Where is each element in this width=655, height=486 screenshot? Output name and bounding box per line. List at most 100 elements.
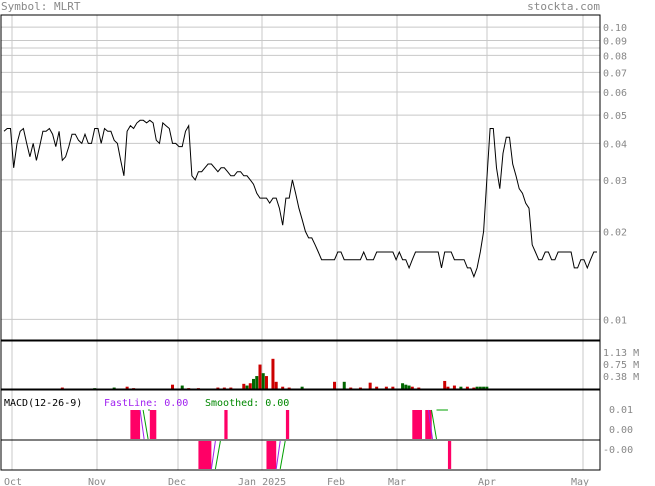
volume-bar <box>417 387 421 389</box>
macd-title: MACD(12-26-9) <box>4 398 82 409</box>
macd-fastline <box>210 440 216 470</box>
volume-bar <box>482 386 486 389</box>
macd-histogram-block <box>224 410 228 439</box>
site-label: stockta.com <box>527 0 600 13</box>
price-tick-label: 0.06 <box>603 88 627 99</box>
price-tick-label: 0.09 <box>603 36 627 47</box>
volume-bar <box>245 385 249 389</box>
macd-histogram-block <box>198 441 212 469</box>
x-tick-label: Oct <box>4 477 22 486</box>
volume-bar <box>258 364 262 389</box>
volume-bar <box>349 387 353 389</box>
volume-bar <box>452 385 456 389</box>
volume-bar <box>242 383 246 389</box>
volume-bar <box>287 387 291 389</box>
volume-bar <box>222 387 226 389</box>
volume-bar <box>478 386 482 389</box>
volume-bar <box>391 386 395 389</box>
volume-bar <box>342 381 346 389</box>
price-line <box>3 119 597 279</box>
volume-bar <box>252 378 256 389</box>
volume-bar <box>271 358 275 389</box>
volume-bar <box>333 381 337 389</box>
volume-bar <box>407 385 411 389</box>
x-tick-label: Jan 2025 <box>238 477 286 486</box>
volume-bar <box>410 386 414 389</box>
panel-frames <box>0 14 601 471</box>
macd-frame <box>0 389 601 471</box>
volume-bar <box>472 387 476 389</box>
macd-histogram-block <box>412 410 423 439</box>
volume-bar <box>459 386 463 389</box>
volume-bar <box>112 387 116 389</box>
x-tick-label: Feb <box>327 477 345 486</box>
price-tick-label: 0.05 <box>603 111 627 122</box>
volume-bar <box>125 386 129 389</box>
price-tick-label: 0.04 <box>603 139 627 150</box>
volume-bar <box>368 382 372 389</box>
volume-frame <box>0 340 601 390</box>
macd-histogram-block <box>425 410 432 439</box>
macd-fastline-legend: FastLine: 0.00 <box>104 398 188 409</box>
volume-bar <box>216 387 220 389</box>
volume-bar <box>229 387 233 389</box>
x-tick-label: Nov <box>88 477 106 486</box>
price-panel <box>3 119 597 279</box>
volume-bar <box>401 383 405 389</box>
volume-bar <box>375 386 379 389</box>
volume-panel <box>60 358 489 390</box>
macd-histogram-block <box>285 410 290 439</box>
macd-histogram-block <box>149 410 157 439</box>
grid-lines <box>1 15 600 470</box>
macd-fastline <box>428 409 433 440</box>
volume-bar <box>264 376 268 389</box>
volume-bar <box>281 386 285 389</box>
x-tick-label: Apr <box>478 477 496 486</box>
price-tick-label: 0.07 <box>603 68 627 79</box>
volume-tick-label: 0.38 M <box>603 372 639 383</box>
x-tick-label: Dec <box>168 477 186 486</box>
macd-smoothed-line <box>214 440 221 470</box>
volume-bar <box>180 385 184 389</box>
volume-bar <box>485 386 489 389</box>
macd-tick-label: 0.01 <box>609 405 633 416</box>
volume-bar <box>60 387 64 389</box>
volume-bar <box>358 387 362 389</box>
macd-histogram-block <box>266 441 277 469</box>
price-frame <box>0 14 601 341</box>
macd-panel <box>130 409 452 470</box>
price-tick-label: 0.10 <box>603 23 627 34</box>
price-tick-label: 0.01 <box>603 315 627 326</box>
macd-tick-label: 0.00 <box>609 425 633 436</box>
price-tick-label: 0.03 <box>603 176 627 187</box>
x-tick-label: Mar <box>388 477 406 486</box>
macd-fastline <box>139 409 145 440</box>
volume-bar <box>171 384 175 389</box>
x-tick-label: May <box>571 477 589 486</box>
volume-bar <box>475 386 479 389</box>
price-tick-label: 0.08 <box>603 51 627 62</box>
macd-histogram-block <box>447 441 452 469</box>
y-axis-labels: 0.10 0.09 0.08 0.07 0.06 0.05 0.04 0.03 0.02 0.01… <box>603 23 639 456</box>
volume-tick-label: 1.13 M <box>603 348 639 359</box>
price-tick-label: 0.02 <box>603 227 627 238</box>
volume-bar <box>274 381 278 389</box>
macd-tick-label: -0.00 <box>603 445 633 456</box>
symbol-label: Symbol: MLRT <box>1 0 81 13</box>
volume-bar <box>446 386 450 389</box>
macd-smoothed-legend: Smoothed: 0.00 <box>205 398 289 409</box>
macd-smoothed-line <box>142 409 149 440</box>
volume-bar <box>248 383 252 389</box>
volume-bar <box>465 386 469 389</box>
macd-fastline <box>275 440 281 470</box>
volume-bar <box>443 380 447 389</box>
volume-tick-label: 0.75 M <box>603 360 639 371</box>
x-axis-labels: Oct Nov Dec Jan 2025 Feb Mar Apr May <box>4 477 589 486</box>
volume-bar <box>255 376 259 389</box>
volume-bar <box>300 386 304 389</box>
volume-bar <box>384 386 388 389</box>
volume-bar <box>261 373 265 389</box>
volume-bar <box>404 384 408 389</box>
macd-smoothed-line <box>279 440 286 470</box>
